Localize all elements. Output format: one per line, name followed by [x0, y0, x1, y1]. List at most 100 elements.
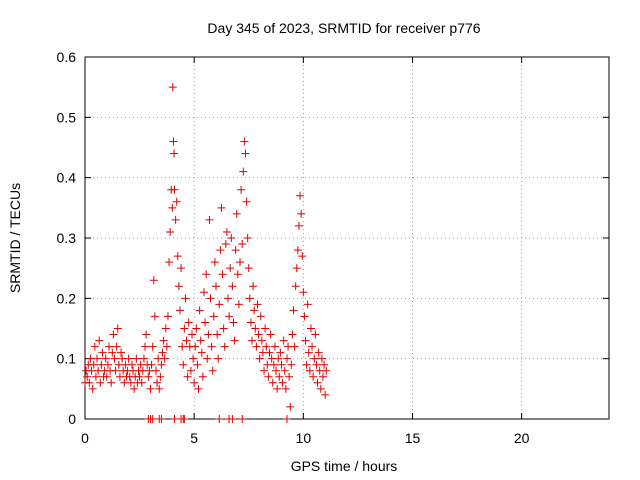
- data-point: [282, 354, 291, 363]
- data-points: [81, 83, 331, 423]
- data-point: [288, 330, 297, 339]
- data-point: [241, 149, 250, 158]
- data-point: [127, 360, 136, 369]
- data-point: [153, 378, 162, 387]
- data-point: [228, 282, 237, 291]
- data-point: [168, 203, 177, 212]
- data-point: [276, 348, 285, 357]
- data-point: [286, 402, 295, 411]
- data-point: [233, 270, 242, 279]
- data-point: [103, 360, 112, 369]
- data-point: [204, 330, 213, 339]
- axis-ticks: 0 0.1 0.2 0.3 0.4 0.5 0.6 0 5 10 15 20: [57, 49, 609, 446]
- data-point: [149, 276, 158, 285]
- data-point: [304, 348, 313, 357]
- data-point: [253, 300, 262, 309]
- data-point: [205, 215, 214, 224]
- data-point: [227, 234, 236, 242]
- data-point: [190, 378, 199, 387]
- data-point: [112, 342, 121, 351]
- data-point: [245, 294, 254, 303]
- data-point: [215, 300, 224, 309]
- data-point: [294, 221, 303, 230]
- data-point: [265, 348, 274, 357]
- data-point: [289, 306, 298, 315]
- data-point: [281, 384, 290, 393]
- data-point: [305, 366, 314, 375]
- y-axis-label: SRMTID / TECUs: [7, 183, 23, 293]
- data-point: [157, 415, 166, 423]
- data-point: [191, 342, 200, 351]
- data-point: [206, 294, 215, 303]
- y-tick-label: 0.5: [57, 109, 77, 125]
- data-point: [314, 348, 323, 357]
- data-point: [230, 336, 239, 345]
- data-point: [238, 240, 247, 249]
- data-point: [212, 282, 220, 291]
- data-point: [229, 318, 238, 327]
- data-point: [279, 336, 288, 345]
- data-point: [197, 348, 206, 357]
- data-point: [83, 372, 92, 381]
- x-axis-label: GPS time / hours: [291, 458, 398, 474]
- data-point: [217, 203, 226, 212]
- data-point: [302, 360, 311, 369]
- y-tick-label: 0.1: [57, 351, 77, 367]
- data-point: [252, 342, 261, 351]
- data-point: [272, 366, 281, 375]
- data-point: [275, 372, 284, 381]
- data-point: [251, 324, 260, 333]
- data-point: [218, 270, 227, 279]
- data-point: [132, 354, 141, 363]
- data-point: [317, 354, 326, 363]
- data-point: [239, 167, 248, 176]
- data-point: [246, 318, 255, 327]
- data-point: [207, 342, 216, 351]
- data-point: [274, 354, 283, 363]
- data-point: [166, 227, 175, 236]
- y-tick-label: 0.6: [57, 49, 77, 65]
- data-point: [89, 360, 98, 369]
- x-tick-label: 10: [296, 430, 312, 446]
- data-point: [135, 372, 144, 381]
- data-point: [296, 191, 305, 200]
- data-point: [269, 360, 278, 369]
- data-point: [243, 234, 252, 242]
- y-tick-label: 0.2: [57, 290, 77, 306]
- data-point: [95, 336, 104, 345]
- data-point: [254, 330, 263, 339]
- data-point: [262, 342, 271, 351]
- data-point: [240, 137, 249, 146]
- x-tick-label: 20: [514, 430, 530, 446]
- data-point: [220, 342, 229, 351]
- data-point: [159, 336, 168, 345]
- data-point: [242, 197, 251, 206]
- data-point: [141, 342, 150, 351]
- data-point: [248, 336, 257, 345]
- data-point: [273, 384, 282, 393]
- data-point: [215, 415, 224, 423]
- data-point: [179, 360, 188, 369]
- data-point: [189, 354, 198, 363]
- data-point: [150, 312, 159, 321]
- data-point: [216, 246, 225, 255]
- data-point: [222, 227, 231, 236]
- data-point: [250, 306, 259, 315]
- data-point: [277, 360, 286, 369]
- plot-border: [84, 56, 610, 420]
- data-point: [228, 415, 237, 423]
- data-point: [101, 354, 110, 363]
- data-point: [306, 324, 315, 333]
- data-point: [301, 336, 310, 345]
- data-point: [208, 366, 217, 375]
- data-point: [169, 137, 178, 146]
- data-point: [266, 330, 275, 339]
- data-point: [256, 312, 265, 321]
- x-tick-label: 0: [81, 430, 89, 446]
- data-point: [303, 300, 312, 309]
- data-point: [225, 312, 234, 321]
- data-point: [110, 354, 119, 363]
- x-tick-label: 15: [405, 430, 421, 446]
- data-point: [201, 318, 210, 327]
